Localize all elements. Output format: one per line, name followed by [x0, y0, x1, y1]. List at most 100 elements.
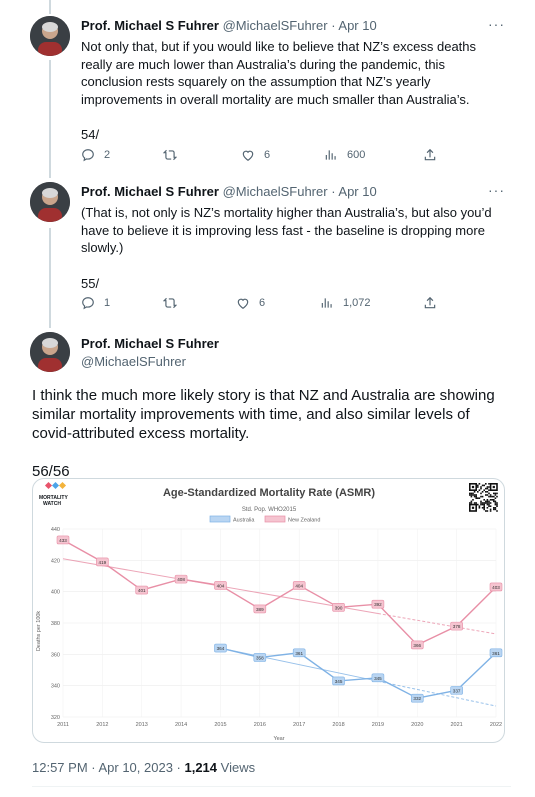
qr-module [480, 487, 482, 490]
data-label-box-nz [135, 585, 149, 595]
qr-module [483, 499, 485, 501]
data-label-nz: 401 [138, 588, 146, 593]
data-label-box-au [489, 648, 503, 658]
data-label-box-nz [96, 557, 109, 567]
share-button[interactable] [423, 148, 437, 162]
views-count: 1,072 [343, 297, 371, 309]
tweet-timestamp: 12:57 PM · Apr 10, 2023 · 1,214 Views [32, 760, 255, 775]
share-button[interactable] [423, 296, 437, 310]
y-axis-label: Deaths per 100k [36, 611, 42, 652]
qr-module [486, 503, 489, 506]
qr-module [483, 484, 485, 487]
views-count: 1,214 [184, 760, 218, 775]
chart-image[interactable]: MORTALITY WATCH Age-Standardized Mortali… [32, 478, 505, 743]
like-button[interactable]: 6 [236, 296, 265, 310]
like-button[interactable]: 6 [241, 148, 270, 162]
x-tick-label: 2020 [411, 722, 423, 728]
qr-module [493, 492, 495, 495]
data-label-nz: 403 [492, 585, 500, 590]
x-tick-label: 2012 [96, 722, 108, 728]
retweet-button[interactable] [163, 296, 186, 310]
qr-module [494, 503, 497, 506]
x-tick-label: 2018 [332, 722, 344, 728]
tweet-text: Not only that, but if you would like to … [81, 38, 501, 144]
qr-module [493, 499, 495, 501]
data-label-box-au [214, 643, 227, 653]
qr-module [496, 492, 498, 495]
data-label-au: 332 [413, 696, 421, 701]
qr-module [483, 502, 485, 504]
y-tick-label: 380 [51, 621, 60, 627]
qr-module [485, 491, 487, 493]
avatar[interactable] [30, 182, 70, 222]
data-label-box-nz [214, 581, 227, 590]
x-tick-label: 2013 [136, 722, 148, 728]
qr-finder [471, 485, 475, 489]
data-label-au: 361 [295, 651, 303, 656]
qr-module [488, 486, 490, 488]
author-handle[interactable]: @MichaelSFuhrer [222, 18, 328, 33]
author-name[interactable]: Prof. Michael S Fuhrer [81, 336, 219, 351]
reply-button[interactable]: 1 [81, 296, 110, 310]
share-icon [424, 148, 436, 161]
qr-module [493, 500, 495, 503]
data-label-box-au [253, 653, 267, 662]
thread-counter: 56/56 [32, 463, 70, 480]
qr-module [486, 499, 489, 501]
data-label-box-nz [371, 599, 385, 609]
y-tick-label: 420 [51, 558, 60, 564]
views-button[interactable]: 1,072 [320, 296, 371, 310]
author-name[interactable]: Prof. Michael S Fuhrer [81, 18, 219, 33]
qr-module [475, 495, 477, 498]
tweet-54[interactable]: Prof. Michael S Fuhrer @MichaelSFuhrer ·… [0, 0, 535, 170]
qr-module [488, 503, 490, 506]
qr-module [485, 483, 487, 485]
tweet-55[interactable]: Prof. Michael S Fuhrer @MichaelSFuhrer ·… [0, 170, 535, 320]
qr-module [485, 510, 487, 512]
reply-button[interactable]: 2 [81, 148, 110, 162]
qr-module [480, 500, 482, 503]
retweet-button[interactable] [163, 148, 186, 162]
avatar[interactable] [30, 16, 70, 56]
qr-module [496, 502, 498, 504]
qr-module [488, 489, 490, 491]
y-tick-label: 320 [51, 715, 60, 721]
data-label-au: 358 [256, 655, 264, 660]
data-label-box-nz [174, 574, 188, 584]
data-label-box-nz [489, 582, 503, 592]
thread-line [49, 0, 51, 14]
x-tick-label: 2016 [254, 722, 266, 728]
series-line-au [220, 647, 497, 699]
qr-module [483, 503, 485, 506]
tweet-date[interactable]: · Apr 10 [331, 184, 377, 199]
thread-line [49, 228, 51, 328]
more-icon[interactable]: ··· [488, 182, 505, 198]
data-label-au: 337 [453, 688, 461, 693]
data-label-au: 345 [374, 676, 382, 681]
tweet-actions: 1 6 1,072 [81, 296, 441, 312]
thread-line [49, 60, 51, 178]
author-handle[interactable]: @MichaelSFuhrer [81, 354, 186, 369]
data-label-nz: 419 [99, 560, 107, 565]
views-button[interactable]: 600 [324, 148, 365, 162]
data-label-box-nz [292, 581, 306, 590]
more-icon[interactable]: ··· [488, 16, 505, 32]
thread-counter: 55/ [81, 275, 100, 291]
timestamp-text[interactable]: 12:57 PM · Apr 10, 2023 · [32, 760, 185, 775]
data-label-box-au [332, 676, 345, 686]
x-tick-label: 2011 [57, 722, 69, 728]
data-label-box-au [292, 648, 306, 658]
qr-module [480, 486, 482, 488]
qr-module [469, 492, 471, 495]
retweet-icon [163, 297, 177, 309]
tweet-date[interactable]: · Apr 10 [331, 18, 377, 33]
author-handle[interactable]: @MichaelSFuhrer [222, 184, 328, 199]
qr-module [478, 505, 481, 507]
qr-module [486, 494, 489, 496]
author-name[interactable]: Prof. Michael S Fuhrer [81, 184, 219, 199]
avatar[interactable] [30, 332, 70, 372]
chart-legend: Australia New Zealand [209, 515, 320, 524]
like-count: 6 [259, 297, 266, 309]
qr-module [469, 502, 471, 504]
qr-module [488, 502, 490, 504]
